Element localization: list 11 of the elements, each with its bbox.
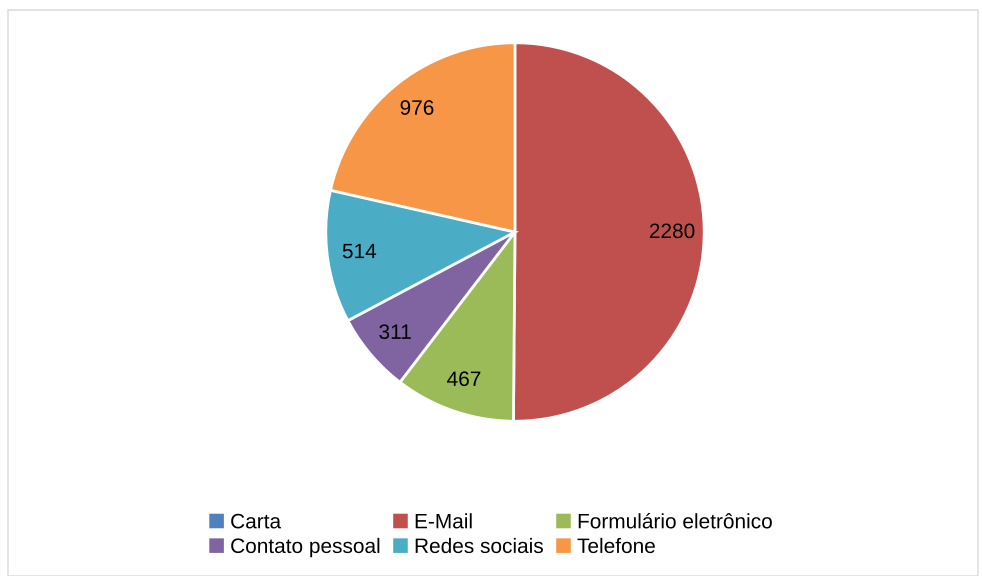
data-label: 514 [342, 244, 376, 258]
legend-label: Telefone [578, 538, 655, 554]
legend-label: E-Mail [416, 513, 472, 529]
legend-label: Redes sociais [416, 538, 543, 554]
data-label: 976 [400, 100, 434, 115]
data-label: 467 [447, 371, 480, 386]
legend-label: Carta [231, 514, 282, 529]
legend-label: Formulário eletrônico [578, 512, 772, 529]
legend-label: Contato pessoal [231, 538, 380, 558]
data-label: 311 [379, 324, 411, 340]
data-label: 2280 [650, 223, 694, 238]
